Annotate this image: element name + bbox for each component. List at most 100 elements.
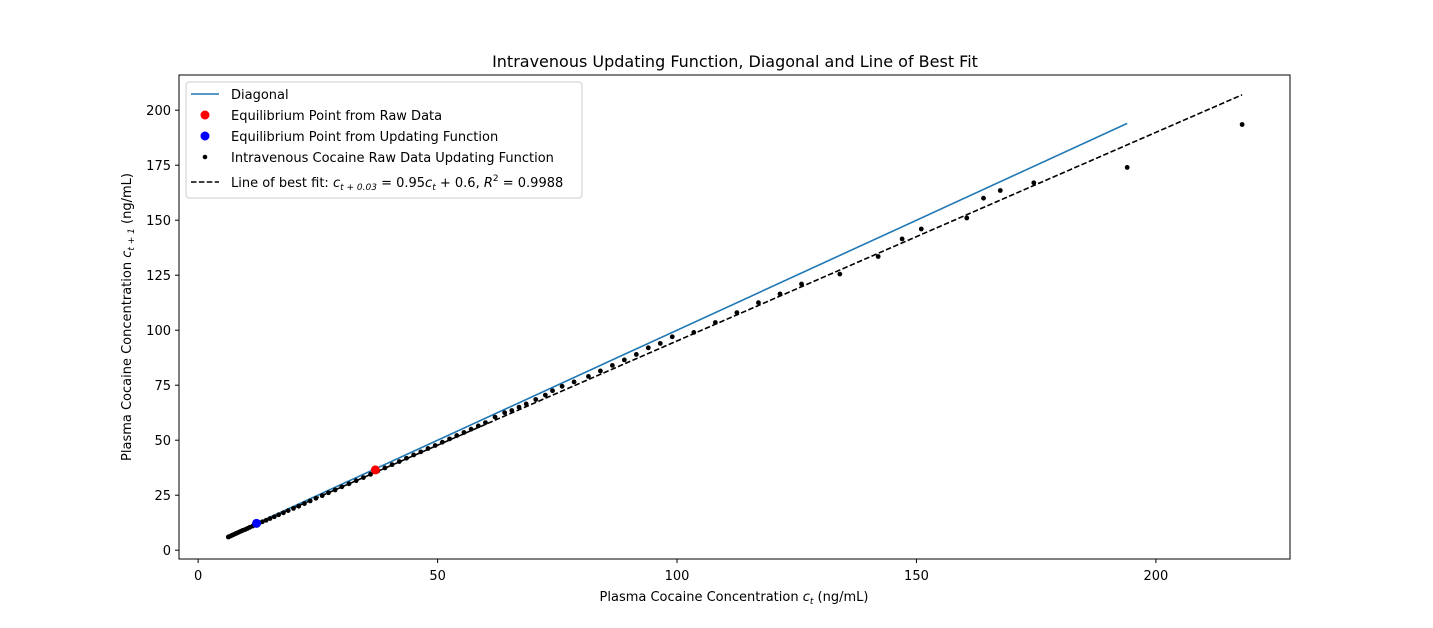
raw-data-point	[669, 334, 675, 340]
equilibrium-point-raw	[370, 465, 380, 475]
raw-data-point	[259, 519, 265, 525]
legend-eq-upd-label: Equilibrium Point from Updating Function	[231, 130, 498, 145]
raw-data-point	[1239, 122, 1245, 127]
raw-data-point	[326, 490, 331, 496]
raw-data-point	[542, 392, 548, 398]
raw-data-point	[483, 420, 488, 425]
raw-data-point	[432, 443, 438, 448]
legend-eq-raw-swatch	[200, 110, 210, 120]
raw-data-point	[533, 397, 539, 402]
legend-raw-swatch	[202, 154, 208, 160]
legend-box	[185, 81, 583, 199]
y-tick-label: 100	[146, 324, 171, 339]
data-marks	[225, 94, 1245, 540]
raw-data-point	[492, 414, 498, 420]
x-axis-label: Plasma Cocaine Concentration ct (ng/mL)	[600, 590, 869, 607]
raw-data-point	[447, 436, 452, 442]
raw-data-point	[645, 345, 651, 351]
y-tick-label: 50	[154, 434, 171, 449]
raw-data-point	[307, 498, 313, 504]
raw-data-point	[276, 512, 282, 518]
raw-data-point	[454, 433, 460, 438]
x-tick-label: 0	[194, 569, 202, 584]
raw-data-point	[396, 459, 402, 464]
x-tick-label: 50	[429, 569, 446, 584]
raw-data-point	[509, 408, 515, 413]
y-tick-label: 0	[163, 544, 171, 559]
raw-data-point	[411, 452, 417, 458]
raw-data-point	[389, 462, 395, 468]
y-tick-label: 150	[146, 214, 171, 229]
raw-data-point	[346, 481, 352, 487]
raw-data-point	[263, 517, 269, 523]
y-tick-label: 75	[154, 379, 171, 394]
raw-data-point	[899, 236, 905, 242]
legend-fit-label: Line of best fit: ct + 0.03 = 0.95ct + 0…	[231, 174, 563, 193]
raw-data-point	[360, 475, 366, 480]
equilibrium-point-updating	[252, 518, 262, 528]
x-tick-label: 100	[665, 569, 690, 584]
raw-data-point	[267, 516, 273, 521]
raw-data-point	[339, 484, 345, 490]
raw-data-point	[439, 439, 445, 445]
raw-data-point	[550, 388, 555, 394]
raw-data-point	[461, 430, 467, 435]
y-tick-label: 200	[146, 104, 171, 119]
y-tick-label: 25	[154, 489, 171, 504]
raw-data-point	[404, 455, 409, 461]
raw-data-point	[609, 363, 615, 368]
raw-data-point	[586, 374, 591, 379]
raw-data-point	[425, 446, 431, 451]
legend: Diagonal Equilibrium Point from Raw Data…	[185, 81, 583, 199]
raw-data-point	[712, 320, 718, 325]
raw-data-point	[313, 495, 319, 501]
raw-data-point	[981, 195, 986, 201]
x-tick-label: 200	[1143, 569, 1168, 584]
raw-data-point	[997, 188, 1003, 193]
raw-data-point	[271, 514, 277, 520]
raw-data-point	[875, 254, 881, 259]
raw-data-point	[571, 379, 577, 385]
raw-data-point	[756, 300, 761, 306]
y-axis-ticks: 0 25 50 75 100 125 150 175 200	[146, 104, 179, 559]
raw-data-point	[657, 341, 663, 346]
raw-data-point	[353, 478, 359, 484]
legend-raw-label: Intravenous Cocaine Raw Data Updating Fu…	[231, 151, 554, 166]
raw-data-point	[964, 215, 970, 221]
raw-data-point	[468, 426, 474, 432]
raw-data-point	[368, 471, 373, 477]
legend-eq-upd-swatch	[200, 131, 210, 141]
raw-data-point	[516, 404, 522, 410]
x-tick-label: 150	[904, 569, 929, 584]
raw-data-point	[691, 330, 697, 335]
raw-data-point	[302, 501, 307, 506]
raw-data-point	[523, 401, 529, 407]
y-tick-label: 125	[146, 269, 171, 284]
raw-data-point	[418, 449, 424, 455]
raw-data-point	[382, 465, 388, 471]
best-fit-line	[226, 94, 1243, 538]
y-axis-label: Plasma Cocaine Concentration ct + 1 (ng/…	[120, 173, 137, 461]
raw-data-point	[837, 271, 843, 277]
y-tick-label: 175	[146, 159, 171, 174]
chart-title: Intravenous Updating Function, Diagonal …	[492, 52, 978, 71]
raw-data-point	[502, 410, 508, 416]
raw-data-point	[332, 487, 338, 493]
raw-data-point	[1124, 165, 1130, 170]
raw-data-point	[559, 383, 565, 389]
raw-data-point	[475, 423, 481, 429]
raw-data-point	[633, 352, 639, 357]
raw-data-point	[296, 503, 302, 509]
raw-data-point	[598, 368, 603, 374]
raw-data-point	[280, 510, 286, 516]
legend-diagonal-label: Diagonal	[231, 88, 289, 103]
raw-data-point	[918, 226, 924, 232]
raw-data-point	[319, 493, 325, 499]
raw-data-point	[285, 508, 291, 513]
legend-eq-raw-label: Equilibrium Point from Raw Data	[231, 109, 442, 124]
x-axis-ticks: 0 50 100 150 200	[194, 559, 1168, 584]
raw-data-point	[799, 281, 804, 287]
raw-data-point	[777, 291, 783, 297]
raw-data-point	[734, 310, 740, 315]
